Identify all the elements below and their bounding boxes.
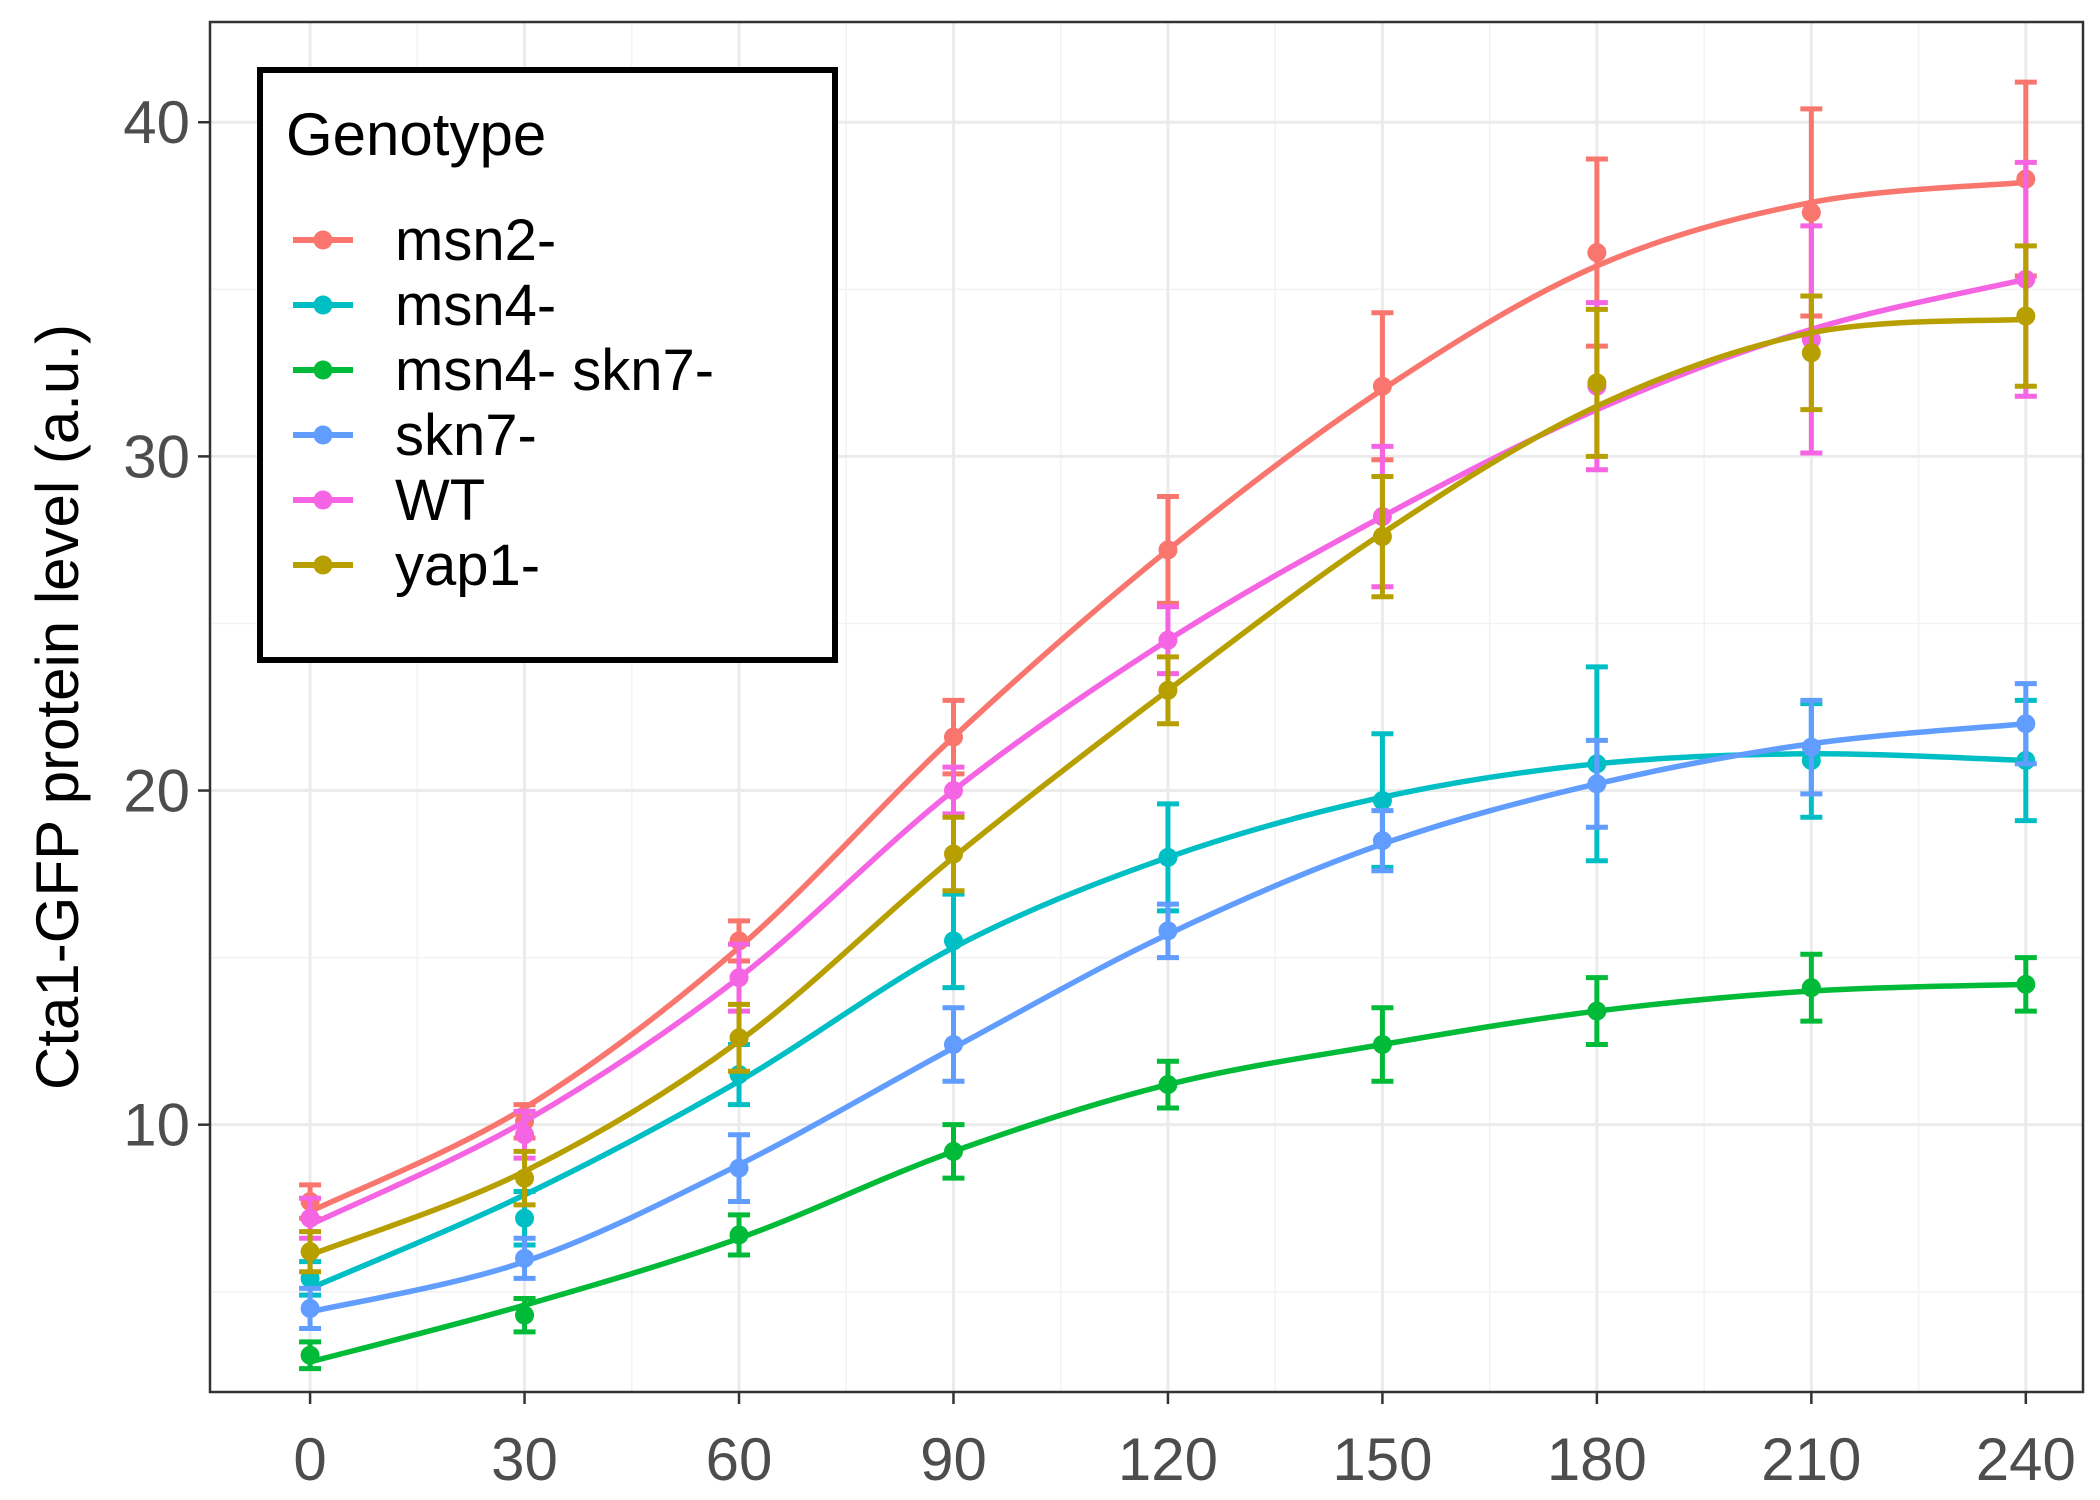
data-point-wt	[943, 781, 963, 801]
data-point-msn4-skn7	[943, 1141, 963, 1161]
data-point-skn7	[943, 1034, 963, 1054]
data-point-msn4-skn7	[515, 1305, 535, 1325]
series-layer	[299, 79, 2037, 1372]
data-point-skn7	[300, 1298, 320, 1318]
data-point-wt	[1158, 630, 1178, 650]
legend-label: msn4-	[395, 273, 556, 338]
y-tick-label: 40	[123, 89, 190, 156]
data-point-skn7	[2016, 714, 2036, 734]
data-point-msn4-skn7	[1372, 1034, 1392, 1054]
legend: Genotype msn2-msn4-msn4- skn7-skn7-WTyap…	[257, 67, 838, 663]
data-point-msn2	[1158, 540, 1178, 560]
data-point-yap1	[1587, 373, 1607, 393]
legend-item-msn4: msn4-	[293, 273, 556, 338]
data-point-wt	[515, 1125, 535, 1145]
x-tick-label: 180	[1547, 1426, 1647, 1493]
legend-item-skn7: skn7-	[293, 403, 537, 468]
data-point-yap1	[1801, 343, 1821, 363]
axes: 0 30 60 90 120 150 180 210 240 10 20 30 40	[123, 89, 2076, 1493]
y-tick-label: 10	[123, 1092, 190, 1159]
x-tick-label: 0	[293, 1426, 326, 1493]
series-line-msn2	[307, 179, 2029, 1215]
data-point-wt	[300, 1208, 320, 1228]
data-point-skn7	[1372, 831, 1392, 851]
legend-key-point	[313, 425, 333, 445]
legend-title: Genotype	[286, 101, 546, 168]
data-point-msn4-skn7	[729, 1225, 749, 1245]
legend-label: msn2-	[395, 208, 556, 273]
legend-key-point	[313, 490, 333, 510]
data-point-msn4	[943, 931, 963, 951]
data-point-skn7	[1158, 921, 1178, 941]
data-point-yap1	[1158, 680, 1178, 700]
data-point-msn4-skn7	[2016, 974, 2036, 994]
data-point-yap1	[729, 1028, 749, 1048]
plot-border	[208, 20, 2085, 1394]
x-tick-label: 60	[706, 1426, 773, 1493]
data-point-yap1	[300, 1242, 320, 1262]
x-tick-label: 240	[1976, 1426, 2076, 1493]
legend-item-wt: WT	[293, 468, 485, 533]
x-tick-label: 210	[1761, 1426, 1861, 1493]
data-point-msn2	[1801, 202, 1821, 222]
legend-key-point	[313, 360, 333, 380]
x-tick-label: 120	[1118, 1426, 1218, 1493]
data-point-msn4-skn7	[1801, 978, 1821, 998]
legend-key-point	[313, 555, 333, 575]
data-point-skn7	[515, 1248, 535, 1268]
series-msn4-skn7	[299, 951, 2037, 1372]
data-point-msn4-skn7	[300, 1345, 320, 1365]
data-point-yap1	[2016, 306, 2036, 326]
grid-lines	[210, 22, 2083, 1392]
data-point-msn2	[943, 727, 963, 747]
series-skn7	[299, 681, 2037, 1332]
data-point-msn4-skn7	[1158, 1075, 1178, 1095]
legend-item-yap1: yap1-	[293, 533, 540, 598]
data-point-skn7	[1587, 774, 1607, 794]
x-tick-label: 30	[491, 1426, 558, 1493]
y-tick-label: 20	[123, 758, 190, 825]
data-point-msn4	[515, 1208, 535, 1228]
y-axis-title: Cta1-GFP protein level (a.u.)	[24, 324, 91, 1090]
legend-box	[257, 67, 838, 663]
legend-key-point	[313, 230, 333, 250]
data-point-skn7	[1801, 737, 1821, 757]
data-point-skn7	[729, 1158, 749, 1178]
data-point-wt	[729, 968, 749, 988]
legend-label: yap1-	[395, 533, 540, 598]
series-yap1	[299, 243, 2037, 1275]
data-point-msn4-skn7	[1587, 1001, 1607, 1021]
legend-label: msn4- skn7-	[395, 338, 714, 403]
data-point-msn4	[1372, 791, 1392, 811]
legend-item-msn2: msn2-	[293, 208, 556, 273]
data-point-msn2	[1372, 376, 1392, 396]
data-point-yap1	[515, 1168, 535, 1188]
data-point-yap1	[1372, 527, 1392, 547]
x-tick-label: 90	[920, 1426, 987, 1493]
y-tick-label: 30	[123, 423, 190, 490]
legend-label: skn7-	[395, 403, 537, 468]
data-point-msn4	[1158, 847, 1178, 867]
data-point-yap1	[943, 844, 963, 864]
legend-key-point	[313, 295, 333, 315]
x-tick-label: 150	[1332, 1426, 1432, 1493]
legend-item-msn4-skn7: msn4- skn7-	[293, 338, 714, 403]
legend-label: WT	[395, 468, 485, 533]
data-point-msn2	[1587, 243, 1607, 263]
